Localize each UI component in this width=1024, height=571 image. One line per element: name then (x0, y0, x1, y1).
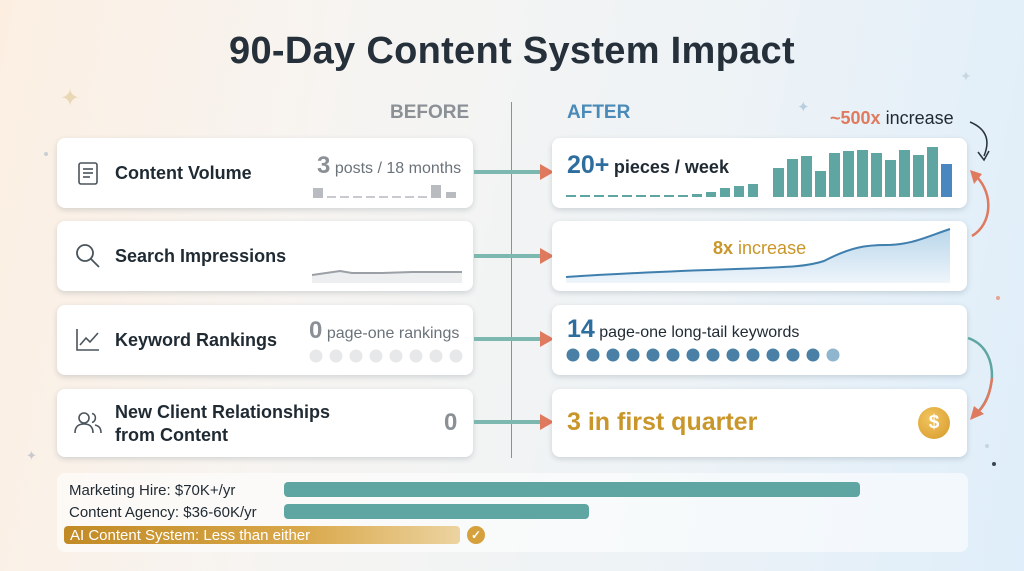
after-text: page-one long-tail keywords (599, 324, 800, 341)
document-icon (78, 162, 98, 185)
decor-dot (996, 296, 1000, 300)
sparkle-icon: ✦ (797, 99, 810, 116)
before-number: 3 (317, 152, 331, 179)
cost-bar-marketing-hire (284, 482, 860, 497)
decor-dot (44, 152, 48, 156)
annotation-number: 8x (713, 238, 734, 258)
cost-label-ai-system: AI Content System: Less than either (70, 527, 311, 544)
after-card-content-volume: 20+ pieces / week (552, 138, 967, 208)
before-card-content-volume: Content Volume 3 posts / 18 months (57, 138, 473, 208)
cost-bar-ai-system (64, 526, 460, 544)
after-text: 3 in first quarter (567, 408, 758, 436)
dollar-coin-icon: $ (918, 407, 950, 439)
after-card-client-relationships: 3 in first quarter $ (552, 389, 967, 457)
row-label: Keyword Rankings (115, 330, 278, 350)
before-card-keyword-rankings: Keyword Rankings 0 page-one rankings (57, 305, 473, 375)
search-icon (76, 244, 100, 268)
callout-arrow (969, 121, 990, 162)
page-title: 90-Day Content System Impact (229, 30, 795, 72)
annotation-text: increase (738, 238, 807, 258)
sparkle-icon: ✦ (960, 68, 972, 84)
after-rankings-dots (566, 348, 840, 362)
before-number: 0 (444, 409, 458, 436)
before-value: 0 page-one rankings (309, 317, 459, 345)
after-value: 14 page-one long-tail keywords (567, 315, 799, 344)
row-label-line2: from Content (115, 425, 228, 445)
row-label: Content Volume (115, 163, 252, 183)
before-card-search-impressions: Search Impressions (57, 221, 473, 291)
after-number: 20+ (567, 151, 610, 179)
sparkle-icon: ✦ (26, 448, 37, 463)
curved-arrow-icon (967, 336, 994, 420)
chart-line-icon (76, 329, 99, 351)
before-text: page-one rankings (326, 325, 460, 342)
column-divider (511, 102, 512, 458)
arrow-right-icon (474, 331, 554, 347)
arrow-right-icon (474, 164, 554, 180)
cost-label-marketing-hire: Marketing Hire: $70K+/yr (69, 482, 236, 499)
arrow-right-icon (474, 414, 554, 430)
before-number: 0 (309, 317, 323, 344)
after-text: pieces / week (613, 157, 729, 177)
row-label-line1: New Client Relationships (115, 402, 331, 422)
cost-bar-content-agency (284, 504, 589, 519)
callout-text: increase (885, 108, 954, 128)
before-rankings-dots (309, 349, 463, 363)
check-circle-icon: ✓ (467, 526, 485, 544)
cost-label-content-agency: Content Agency: $36-60K/yr (69, 504, 257, 521)
after-volume-sparkbars (566, 147, 952, 197)
after-header: AFTER (567, 102, 631, 123)
arrow-right-icon (474, 248, 554, 264)
decor-dot (985, 444, 989, 448)
before-volume-sparkbars (313, 185, 456, 198)
before-text: posts / 18 months (334, 160, 462, 177)
after-value: 20+ pieces / week (567, 151, 729, 180)
impressions-annotation: 8x increase (713, 238, 806, 259)
decor-dot (992, 462, 996, 466)
callout-number: ~500x (830, 108, 881, 128)
volume-increase-callout: ~500x increase (830, 108, 954, 129)
before-header: BEFORE (390, 102, 470, 123)
before-impressions-sparkline (312, 269, 462, 283)
after-impressions-sparkline (566, 228, 951, 283)
sparkle-icon: ✦ (60, 85, 81, 112)
after-card-keyword-rankings: 14 page-one long-tail keywords (552, 305, 967, 375)
users-icon (74, 412, 102, 434)
after-number: 14 (567, 315, 595, 343)
before-value: 3 posts / 18 months (317, 152, 461, 180)
cost-comparison-panel: Marketing Hire: $70K+/yr Content Agency:… (57, 473, 968, 552)
before-card-client-relationships: New Client Relationships from Content 0 (57, 389, 473, 457)
row-label: Search Impressions (115, 246, 287, 266)
curved-arrow-icon (970, 170, 990, 238)
after-card-search-impressions: 8x increase (552, 221, 967, 291)
